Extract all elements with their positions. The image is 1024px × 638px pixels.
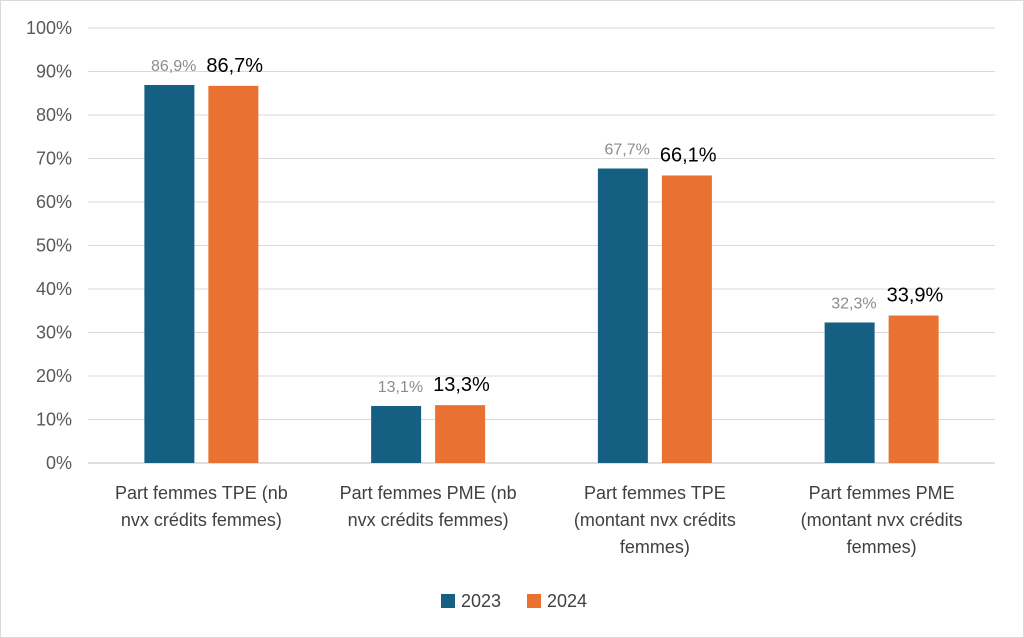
- y-tick-label: 0%: [46, 453, 72, 473]
- y-tick-label: 30%: [36, 323, 72, 343]
- data-label-2024-2: 13,3%: [433, 374, 490, 396]
- y-tick-label: 60%: [36, 192, 72, 212]
- category-label-3: (montant nvx crédits: [574, 510, 736, 530]
- legend-label-2023: 2023: [461, 591, 501, 611]
- data-labels: 86,9% 86,7% 13,1% 13,3% 67,7% 66,1% 32,3% 33,9%: [151, 55, 944, 396]
- category-label-3: femmes): [620, 537, 690, 557]
- category-label-3: Part femmes TPE: [584, 483, 726, 503]
- data-label-2023-4: 32,3%: [831, 295, 876, 312]
- y-tick-label: 50%: [36, 236, 72, 256]
- bars: [144, 84, 939, 464]
- bar-2023-2: [371, 406, 422, 463]
- y-tick-label: 20%: [36, 366, 72, 386]
- y-axis-ticks: 0% 10% 20% 30% 40% 50% 60% 70% 80% 90% 100%: [26, 18, 72, 473]
- data-label-2023-2: 13,1%: [378, 379, 423, 396]
- category-label-4: Part femmes PME: [809, 483, 955, 503]
- bar-2024-1: [208, 85, 259, 463]
- data-label-2023-3: 67,7%: [605, 142, 650, 159]
- y-tick-label: 80%: [36, 105, 72, 125]
- data-label-2024-1: 86,7%: [206, 55, 263, 77]
- bar-2024-3: [661, 175, 712, 463]
- y-tick-label: 90%: [36, 62, 72, 82]
- y-tick-label: 40%: [36, 279, 72, 299]
- y-tick-label: 70%: [36, 149, 72, 169]
- category-label-1: Part femmes TPE (nb: [115, 483, 288, 503]
- legend: 2023 2024: [441, 591, 587, 611]
- legend-swatch-2024: [527, 594, 541, 608]
- legend-label-2024: 2024: [547, 591, 587, 611]
- category-label-1: nvx crédits femmes): [121, 510, 282, 530]
- category-label-4: (montant nvx crédits: [801, 510, 963, 530]
- category-label-4: femmes): [847, 537, 917, 557]
- legend-swatch-2023: [441, 594, 455, 608]
- category-labels: Part femmes TPE (nb nvx crédits femmes) Pa…: [115, 483, 963, 557]
- data-label-2024-3: 66,1%: [660, 144, 717, 166]
- bar-2023-1: [144, 84, 195, 464]
- y-tick-label: 10%: [36, 410, 72, 430]
- bar-2023-3: [597, 168, 648, 463]
- data-label-2023-1: 86,9%: [151, 58, 196, 75]
- bar-2023-4: [824, 322, 875, 463]
- bar-2024-4: [888, 315, 939, 463]
- category-label-2: Part femmes PME (nb: [340, 483, 517, 503]
- y-tick-label: 100%: [26, 18, 72, 38]
- category-label-2: nvx crédits femmes): [348, 510, 509, 530]
- bar-2024-2: [435, 405, 486, 463]
- data-label-2024-4: 33,9%: [887, 285, 944, 307]
